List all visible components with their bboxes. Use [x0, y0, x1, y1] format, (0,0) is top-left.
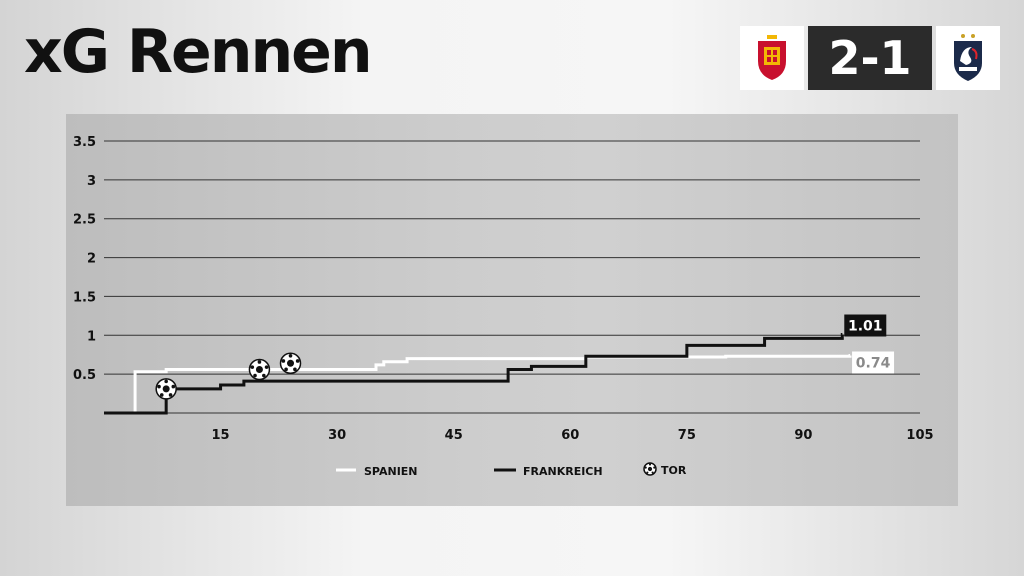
x-tick-label: 45: [445, 428, 463, 443]
goal-marker-icon-patch: [288, 353, 293, 358]
goal-marker-icon-patch: [257, 360, 262, 364]
legend-label-tor: TOR: [661, 464, 687, 477]
goal-marker-icon-patch: [281, 359, 286, 363]
x-tick-label: 90: [794, 428, 812, 443]
x-tick-label: 105: [906, 428, 933, 443]
goal-marker-icon-patch: [295, 359, 300, 363]
goal-marker-icon-patch: [164, 379, 168, 384]
goal-marker-icon-patch: [171, 384, 176, 389]
goal-marker-icon-patch: [262, 373, 266, 378]
page-title: xG Rennen: [24, 17, 373, 87]
goal-marker-icon-patch: [284, 367, 288, 372]
goal-marker-icon-center: [287, 359, 295, 367]
x-tick-label: 30: [328, 428, 346, 443]
legend-goal-icon-patch: [651, 471, 654, 474]
goal-marker-icon-patch: [264, 365, 269, 369]
y-tick-label: 3: [87, 174, 96, 189]
end-label-box: [852, 351, 895, 374]
x-tick-label: 60: [561, 428, 579, 443]
goal-marker-icon-patch: [253, 373, 257, 378]
y-tick-label: 0.5: [73, 368, 96, 383]
match-score: 2-1: [808, 26, 932, 90]
legend-label-frankreich: FRANKREICH: [523, 465, 603, 478]
legend-goal-icon-center: [647, 466, 653, 472]
y-tick-label: 1: [87, 329, 96, 344]
goal-marker-icon-patch: [250, 365, 255, 369]
goal-marker-icon-patch: [168, 393, 173, 397]
series-line-frankreich: [104, 333, 844, 415]
y-tick-label: 2.5: [73, 213, 96, 228]
legend-goal-icon-patch: [644, 466, 647, 469]
x-tick-label: 75: [678, 428, 696, 443]
legend-goal-icon-patch: [653, 466, 656, 469]
goal-marker-icon-patch: [293, 367, 297, 372]
xg-chart: 0.5 1 1.5 2 2.5 3 3.5 15 30 45 60 75 90 105 0.74 1.01 SP…: [73, 135, 934, 478]
spain-crest-icon: [740, 26, 804, 90]
x-tick-label: 15: [212, 428, 230, 443]
end-label-box: [844, 314, 887, 337]
end-label-value: 0.74: [856, 355, 891, 371]
goal-marker-icon-center: [255, 365, 263, 373]
chart-panel: 0.5 1 1.5 2 2.5 3 3.5 15 30 45 60 75 90 105 0.74 1.01 SP…: [66, 114, 958, 506]
legend-goal-icon-patch: [648, 463, 652, 466]
scoreboard: 2-1: [740, 26, 1000, 90]
y-tick-label: 2: [87, 252, 96, 267]
y-tick-label: 1.5: [73, 290, 96, 305]
series-line-spanien: [104, 353, 852, 415]
goal-marker-icon-center: [162, 385, 170, 393]
end-label-value: 1.01: [848, 319, 883, 335]
legend-label-spanien: SPANIEN: [364, 465, 418, 478]
y-tick-label: 3.5: [73, 135, 96, 150]
legend-goal-icon-patch: [646, 471, 649, 474]
goal-marker-icon-patch: [159, 393, 164, 397]
france-crest-icon: [936, 26, 1000, 90]
goal-marker-icon-patch: [157, 384, 161, 389]
